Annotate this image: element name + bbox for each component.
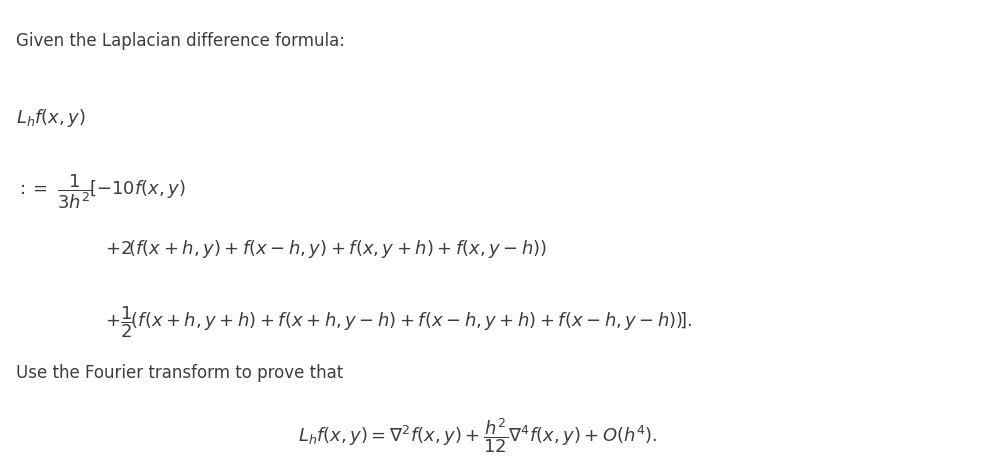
Text: $+\dfrac{1}{2}\!\left(f(x+h,y+h) + f(x+h,y-h) + f(x-h,y+h) + f(x-h,y-h)\right)\!: $+\dfrac{1}{2}\!\left(f(x+h,y+h) + f(x+h… xyxy=(105,304,693,340)
Text: $+2\!\left(f(x+h,y) + f(x-h,y) + f(x,y+h) + f(x,y-h)\right)$: $+2\!\left(f(x+h,y) + f(x-h,y) + f(x,y+h… xyxy=(105,238,547,260)
Text: Use the Fourier transform to prove that: Use the Fourier transform to prove that xyxy=(16,364,344,382)
Text: $L_h f(x, y)$: $L_h f(x, y)$ xyxy=(16,107,86,129)
Text: Given the Laplacian difference formula:: Given the Laplacian difference formula: xyxy=(16,32,345,50)
Text: $:= \ \dfrac{1}{3h^2}\!\left[-10f(x, y)\right.$: $:= \ \dfrac{1}{3h^2}\!\left[-10f(x, y)\… xyxy=(16,172,185,211)
Text: $L_h f(x,y) = \nabla^2 f(x,y) + \dfrac{h^2}{12}\nabla^4 f(x,y) + O(h^4).$: $L_h f(x,y) = \nabla^2 f(x,y) + \dfrac{h… xyxy=(298,416,657,455)
